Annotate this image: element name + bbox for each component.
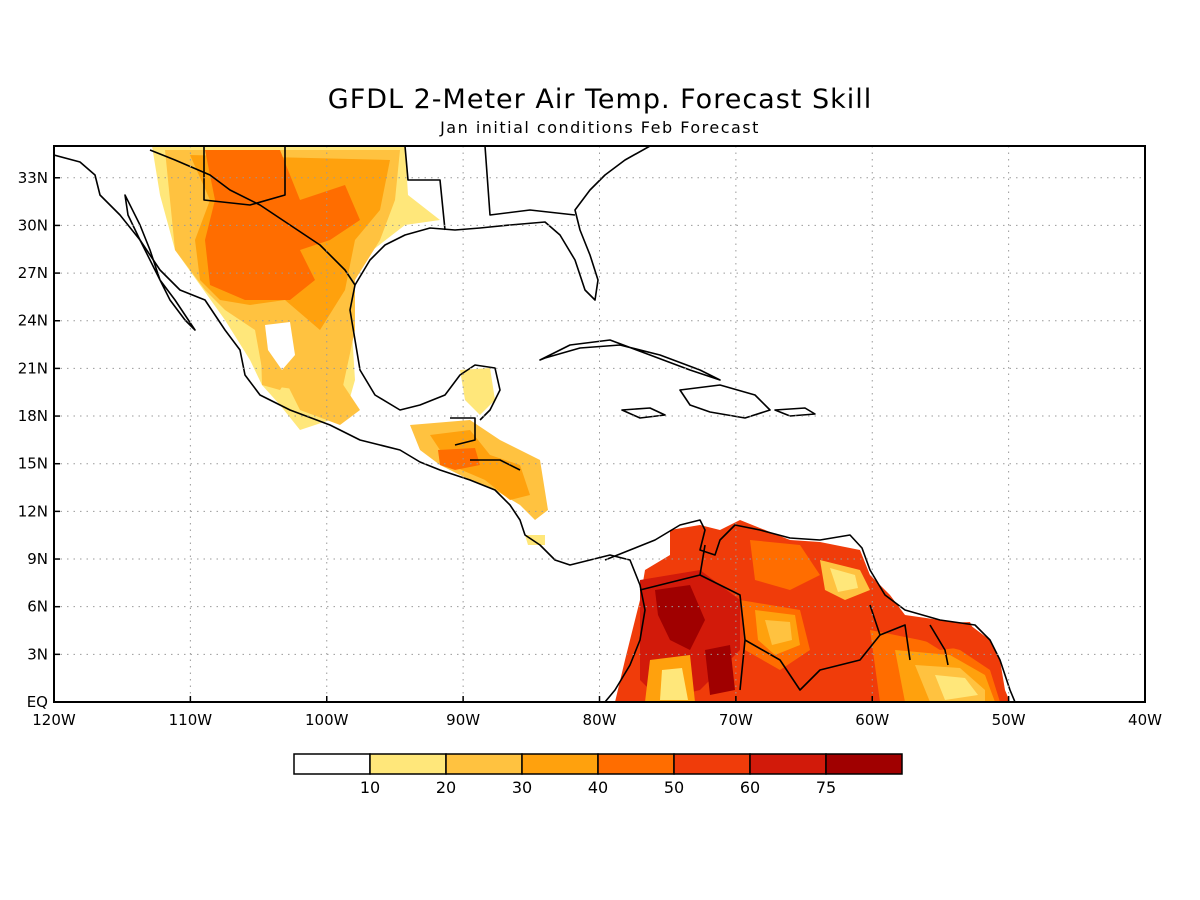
colorbar-label: 60 bbox=[740, 778, 760, 797]
lon-tick-label: 100W bbox=[305, 711, 349, 729]
lon-tick-label: 50W bbox=[992, 711, 1026, 729]
lat-tick-label: 30N bbox=[18, 216, 48, 234]
colorbar-label: 20 bbox=[436, 778, 456, 797]
colorbar-swatch bbox=[749, 753, 827, 775]
lon-tick-label: 90W bbox=[446, 711, 480, 729]
colorbar-swatch bbox=[369, 753, 447, 775]
lon-tick-label: 80W bbox=[583, 711, 617, 729]
lon-tick-label: 110W bbox=[169, 711, 213, 729]
lat-tick-label: 27N bbox=[18, 264, 48, 282]
coastlines bbox=[54, 146, 1016, 702]
colorbar-label: 50 bbox=[664, 778, 684, 797]
colorbar-swatch bbox=[445, 753, 523, 775]
lon-tick-label: 120W bbox=[32, 711, 76, 729]
colorbar-swatch bbox=[293, 753, 371, 775]
colorbar-label: 75 bbox=[816, 778, 836, 797]
map-subtitle: Jan initial conditions Feb Forecast bbox=[440, 118, 760, 137]
skill-shading-south-america bbox=[615, 520, 1010, 702]
lat-tick-label: 21N bbox=[18, 359, 48, 377]
colorbar-label: 40 bbox=[588, 778, 608, 797]
lat-tick-label: 12N bbox=[18, 502, 48, 520]
colorbar: 10 20 30 40 50 60 75 bbox=[293, 753, 903, 797]
lat-tick-label: 9N bbox=[27, 550, 48, 568]
lat-tick-label: 33N bbox=[18, 169, 48, 187]
skill-shading-mexico bbox=[152, 146, 495, 430]
lat-tick-label: 3N bbox=[27, 645, 48, 663]
colorbar-label: 30 bbox=[512, 778, 532, 797]
lat-tick-label: 18N bbox=[18, 407, 48, 425]
lon-tick-label: 40W bbox=[1128, 711, 1162, 729]
lat-tick-label: 24N bbox=[18, 312, 48, 330]
lat-tick-label: 6N bbox=[27, 598, 48, 616]
colorbar-swatch bbox=[825, 753, 903, 775]
colorbar-swatch bbox=[597, 753, 675, 775]
lat-tick-label: 15N bbox=[18, 455, 48, 473]
map-title: GFDL 2-Meter Air Temp. Forecast Skill bbox=[327, 84, 873, 115]
skill-shading-central-america bbox=[410, 420, 548, 545]
lon-tick-label: 60W bbox=[855, 711, 889, 729]
colorbar-label: 10 bbox=[360, 778, 380, 797]
colorbar-swatch bbox=[521, 753, 599, 775]
lat-tick-label: EQ bbox=[27, 693, 48, 711]
colorbar-swatch bbox=[673, 753, 751, 775]
lon-tick-label: 70W bbox=[719, 711, 753, 729]
